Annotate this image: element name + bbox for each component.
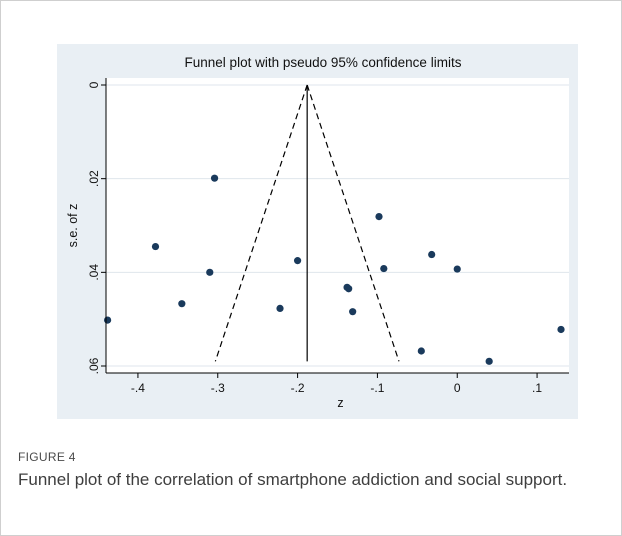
study-points: [103, 174, 565, 365]
data-point: [380, 264, 388, 273]
data-point: [178, 300, 186, 308]
plot-area: [106, 78, 569, 373]
axes: -.4 -.3 -.2 -.1 0 .1 0 .02 .04 .06: [87, 78, 569, 395]
data-point: [428, 250, 436, 259]
funnel-plot: -.4 -.3 -.2 -.1 0 .1 0 .02 .04 .06 Funnel plot wi…: [57, 44, 578, 419]
data-point: [345, 285, 353, 293]
x-tick-label: -.4: [131, 381, 145, 395]
x-tick-label: 0: [454, 381, 461, 395]
data-point: [349, 308, 357, 316]
funnel-left-limit: [214, 84, 308, 362]
y-axis-label: s.e. of z: [66, 204, 80, 248]
chart-title: Funnel plot with pseudo 95% confidence l…: [185, 55, 462, 70]
data-point: [485, 357, 493, 365]
data-point: [151, 242, 160, 251]
figure-caption: Funnel plot of the correlation of smartp…: [18, 470, 568, 489]
data-point: [276, 304, 284, 312]
data-point: [206, 268, 214, 276]
data-point: [293, 257, 302, 265]
y-tick-label: .06: [87, 357, 101, 374]
y-tick-label: 0: [87, 81, 101, 88]
funnel-right-limit: [306, 84, 400, 362]
x-tick-label: -.1: [370, 381, 384, 395]
gridlines: [106, 84, 569, 367]
x-axis-label: z: [337, 396, 343, 410]
x-tick-label: -.3: [211, 381, 225, 395]
data-point: [453, 265, 461, 273]
data-point: [557, 325, 565, 334]
x-tick-label: -.2: [291, 381, 305, 395]
data-point: [417, 347, 425, 355]
y-tick-label: .02: [87, 170, 101, 187]
data-point: [103, 316, 112, 324]
data-point: [210, 174, 219, 182]
y-tick-label: .04: [87, 264, 101, 281]
x-tick-label: .1: [532, 381, 542, 395]
funnel-lines: [214, 84, 400, 362]
figure-label: FIGURE 4: [18, 450, 76, 464]
data-point: [375, 213, 383, 221]
